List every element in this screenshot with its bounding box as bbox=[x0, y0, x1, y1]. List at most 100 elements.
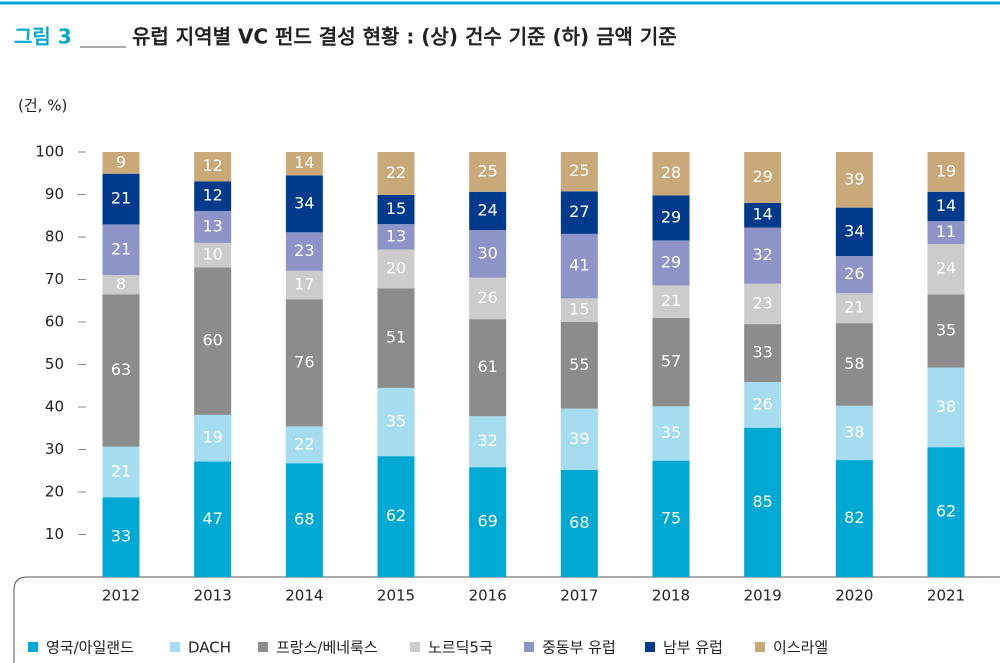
data-label: 69 bbox=[477, 512, 497, 531]
bar-segment bbox=[102, 224, 140, 276]
x-tick-label: 2019 bbox=[744, 587, 782, 605]
bar-segment bbox=[377, 224, 415, 250]
bar-segment bbox=[194, 152, 232, 182]
data-label: 25 bbox=[477, 161, 497, 180]
bar-segment bbox=[102, 152, 140, 174]
frame bbox=[13, 576, 1000, 663]
bar-segment bbox=[927, 447, 965, 577]
bar-segment bbox=[560, 469, 598, 577]
bar-segment bbox=[835, 323, 873, 406]
legend-swatch bbox=[410, 642, 420, 652]
bar-segment bbox=[285, 232, 323, 271]
bar-segment bbox=[560, 152, 598, 192]
data-label: 26 bbox=[752, 394, 772, 413]
bar-segment bbox=[835, 152, 873, 208]
bar-segment bbox=[927, 152, 965, 192]
legend-swatch bbox=[645, 642, 655, 652]
bar-segment bbox=[652, 285, 690, 318]
x-tick-label: 2012 bbox=[102, 587, 140, 605]
data-label: 14 bbox=[294, 153, 314, 172]
bar-segment bbox=[102, 294, 140, 447]
bar-segment bbox=[927, 221, 965, 245]
data-label: 19 bbox=[936, 161, 956, 180]
data-label: 12 bbox=[202, 186, 222, 205]
bar-segment bbox=[560, 298, 598, 322]
data-label: 38 bbox=[844, 422, 864, 441]
x-tick-label: 2018 bbox=[652, 587, 690, 605]
data-label: 29 bbox=[661, 252, 681, 271]
bar-segment bbox=[652, 240, 690, 286]
bar-segment bbox=[469, 152, 507, 192]
data-label: 41 bbox=[569, 256, 589, 275]
bar-segment bbox=[377, 152, 415, 195]
data-label: 21 bbox=[111, 189, 131, 208]
legend-label: 영국/아일랜드 bbox=[46, 639, 134, 657]
data-label: 15 bbox=[386, 199, 406, 218]
data-label: 22 bbox=[294, 434, 314, 453]
bar-segment bbox=[744, 427, 782, 577]
data-label: 21 bbox=[661, 291, 681, 310]
bar-segment bbox=[652, 317, 690, 407]
data-label: 39 bbox=[844, 169, 864, 188]
data-label: 51 bbox=[386, 328, 406, 347]
bar-segment bbox=[377, 249, 415, 289]
data-label: 61 bbox=[477, 357, 497, 376]
x-tick-label: 2021 bbox=[927, 587, 965, 605]
data-label: 8 bbox=[116, 274, 126, 293]
legend-label: 남부 유럽 bbox=[663, 639, 723, 657]
x-tick-label: 2014 bbox=[285, 587, 323, 605]
legend-swatch bbox=[524, 642, 534, 652]
data-label: 20 bbox=[386, 258, 406, 277]
x-tick-label: 2013 bbox=[194, 587, 232, 605]
data-label: 29 bbox=[752, 167, 772, 186]
data-label: 32 bbox=[752, 245, 772, 264]
data-label: 26 bbox=[844, 264, 864, 283]
bar-segment bbox=[744, 152, 782, 203]
bar-segment bbox=[285, 299, 323, 427]
y-tick-label: 70 bbox=[45, 270, 64, 288]
bar-segment bbox=[560, 322, 598, 409]
data-label: 32 bbox=[477, 431, 497, 450]
data-label: 14 bbox=[936, 196, 956, 215]
y-tick-label: 60 bbox=[45, 313, 64, 331]
bar-segment bbox=[560, 408, 598, 470]
data-label: 39 bbox=[569, 429, 589, 448]
data-label: 35 bbox=[661, 423, 681, 442]
unit-label: (건, %) bbox=[18, 97, 67, 115]
bar-segment bbox=[469, 467, 507, 577]
data-label: 55 bbox=[569, 355, 589, 374]
bar-segment bbox=[285, 426, 323, 464]
data-label: 33 bbox=[111, 527, 131, 546]
bar-segment bbox=[102, 275, 140, 295]
data-label: 85 bbox=[752, 492, 772, 511]
data-label: 68 bbox=[569, 513, 589, 532]
data-label: 29 bbox=[661, 207, 681, 226]
data-label: 57 bbox=[661, 352, 681, 371]
data-label: 9 bbox=[116, 152, 126, 171]
data-label: 34 bbox=[294, 193, 314, 212]
bar-segment bbox=[469, 229, 507, 278]
bar-segment bbox=[102, 497, 140, 577]
y-tick-label: 80 bbox=[45, 228, 64, 246]
chart-title: 유럽 지역별 VC 펀드 결성 현황 : (상) 건수 기준 (하) 금액 기준 bbox=[132, 25, 677, 49]
figure-label: 그림 3 bbox=[14, 25, 72, 49]
y-tick-label: 20 bbox=[45, 483, 64, 501]
bar-segment bbox=[835, 256, 873, 294]
data-label: 15 bbox=[569, 300, 589, 319]
data-label: 21 bbox=[844, 298, 864, 317]
data-label: 34 bbox=[844, 221, 864, 240]
bar-segment bbox=[835, 293, 873, 324]
data-label: 23 bbox=[294, 241, 314, 260]
data-label: 68 bbox=[294, 510, 314, 529]
data-label: 13 bbox=[202, 216, 222, 235]
data-label: 27 bbox=[569, 202, 589, 221]
data-label: 62 bbox=[936, 502, 956, 521]
bar-segment bbox=[469, 191, 507, 230]
data-label: 75 bbox=[661, 508, 681, 527]
data-label: 35 bbox=[936, 321, 956, 340]
data-label: 76 bbox=[294, 352, 314, 371]
data-label: 38 bbox=[936, 397, 956, 416]
bar-segment bbox=[652, 460, 690, 577]
bar-segment bbox=[927, 191, 965, 222]
